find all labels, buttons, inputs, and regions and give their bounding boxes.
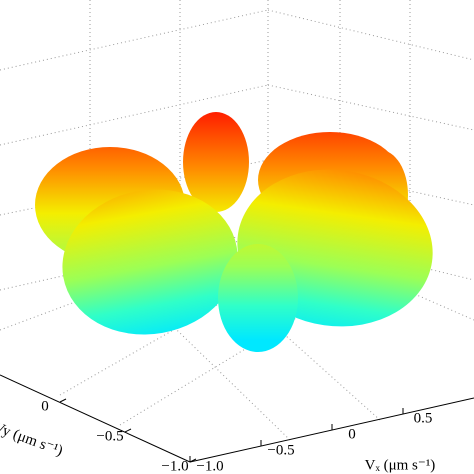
lobe bbox=[183, 112, 249, 212]
x-tick-label: −1.0 bbox=[196, 458, 223, 474]
lobe bbox=[62, 189, 238, 335]
x-tick-label: 0.5 bbox=[414, 410, 433, 426]
y-tick bbox=[189, 458, 197, 463]
x-tick-label: −0.5 bbox=[267, 442, 294, 458]
x-axis-label: Vₓ (μm s⁻¹) bbox=[365, 457, 436, 473]
y-tick bbox=[59, 398, 67, 403]
surface bbox=[35, 112, 433, 352]
y-tick-label: −0.5 bbox=[96, 428, 123, 444]
y-axis-label: Vy (μm s⁻¹) bbox=[0, 420, 65, 460]
y-tick-label: −1.0 bbox=[161, 458, 188, 474]
x-tick-label: 0 bbox=[348, 426, 356, 442]
y-tick-label: 0 bbox=[41, 398, 49, 414]
lobe bbox=[218, 244, 298, 352]
y-tick bbox=[124, 428, 132, 433]
